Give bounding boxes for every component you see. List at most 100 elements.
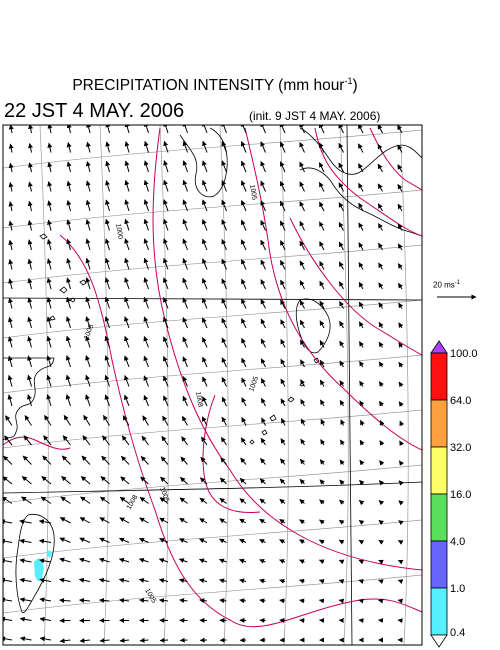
wind-arrow — [279, 559, 286, 564]
wind-arrow — [163, 160, 169, 173]
wind-arrow — [299, 220, 305, 231]
wind-arrow — [159, 538, 169, 543]
colorbar-segment — [430, 399, 448, 448]
wind-arrow — [27, 355, 32, 368]
wind-arrow — [241, 377, 247, 387]
wind-arrow — [27, 336, 33, 348]
wind-arrow — [19, 558, 32, 564]
wind-arrow — [59, 537, 71, 543]
wind-arrow — [280, 358, 286, 368]
wind-arrow — [358, 598, 364, 604]
wind-arrow — [46, 374, 52, 387]
wind-arrow — [279, 220, 286, 231]
wind-arrow — [318, 162, 325, 173]
wind-arrow — [299, 578, 305, 584]
china-coast — [3, 357, 55, 441]
domain-boundary — [3, 481, 422, 494]
wind-arrow — [280, 378, 286, 387]
wind-arrow — [139, 597, 149, 603]
wind-arrow — [143, 277, 149, 290]
wind-arrow — [240, 199, 247, 212]
wind-arrow — [124, 238, 130, 251]
wind-arrow — [319, 320, 325, 329]
wind-arrow — [78, 577, 91, 583]
wind-arrow — [358, 301, 364, 309]
wind-arrow — [179, 598, 188, 603]
wind-arrow — [101, 455, 110, 465]
wind-arrow — [280, 319, 286, 329]
wind-arrow — [339, 301, 344, 309]
wind-arrow — [299, 598, 305, 604]
wind-arrow — [82, 435, 91, 446]
wind-arrow — [319, 459, 325, 465]
wind-arrow — [358, 499, 365, 506]
wind-arrow — [47, 142, 53, 153]
isobar-line — [152, 127, 422, 571]
wind-arrow — [27, 200, 33, 212]
wind-arrow — [360, 419, 365, 426]
wind-arrow — [300, 359, 305, 368]
wind-arrow — [143, 179, 149, 192]
wind-arrow — [104, 335, 110, 348]
wind-arrow — [221, 278, 227, 290]
wind-arrow — [398, 500, 404, 506]
wind-arrow — [98, 577, 110, 583]
wind-arrow — [358, 242, 364, 251]
wind-arrow — [299, 240, 305, 251]
wind-arrow — [81, 455, 91, 465]
wind-arrow — [259, 559, 266, 564]
wind-arrow — [159, 517, 169, 524]
wind-arrow — [300, 398, 306, 407]
wind-arrow — [79, 638, 91, 644]
wind-arrow — [8, 125, 14, 134]
wind-arrow — [138, 557, 149, 563]
wind-arrow — [358, 519, 365, 525]
isobar-label: 1000 — [114, 223, 124, 240]
wind-arrow — [200, 436, 208, 446]
meridian-line — [99, 125, 109, 645]
wind-vectors — [3, 125, 405, 644]
wind-arrow — [378, 579, 384, 584]
wind-arrow — [279, 478, 286, 485]
wind-arrow — [397, 263, 403, 270]
wind-arrow — [397, 164, 403, 173]
wind-arrow — [338, 519, 345, 525]
wind-arrow — [27, 374, 32, 387]
wind-arrow — [279, 578, 286, 584]
wind-arrow — [299, 161, 305, 173]
wind-arrow — [260, 358, 266, 368]
wind-arrow — [66, 180, 72, 192]
wind-arrow — [182, 179, 188, 192]
meridian-line — [159, 125, 169, 645]
wind-arrow — [19, 519, 32, 525]
wind-arrow — [28, 143, 33, 153]
title-exponent: -1 — [344, 76, 353, 86]
wind-arrow — [59, 517, 71, 524]
wind-arrow — [202, 317, 208, 329]
wind-arrow — [61, 476, 71, 485]
wind-arrow — [358, 579, 364, 584]
wind-arrow — [280, 299, 286, 309]
wind-arrow — [378, 282, 384, 290]
wind-arrow — [104, 374, 110, 387]
wind-arrow — [260, 141, 266, 153]
wind-arrow — [104, 277, 110, 290]
wind-arrow — [279, 125, 286, 134]
wind-arrow — [66, 200, 72, 212]
isobar-label: 1005 — [248, 376, 260, 393]
wind-arrow — [359, 400, 365, 407]
isobar-line — [314, 127, 422, 237]
wind-arrow — [241, 417, 247, 426]
wind-arrow — [8, 220, 14, 231]
wind-arrow — [240, 141, 247, 153]
wind-arrow — [8, 143, 14, 153]
wind-arrow — [179, 538, 188, 543]
wind-arrow — [241, 298, 247, 309]
wind-arrow — [161, 435, 169, 446]
wind-arrow — [221, 199, 227, 212]
wind-arrow — [66, 258, 72, 270]
wind-arrow — [160, 456, 169, 465]
parallel-line — [3, 574, 422, 614]
wind-arrow — [47, 200, 53, 212]
wind-arrow — [259, 518, 266, 524]
